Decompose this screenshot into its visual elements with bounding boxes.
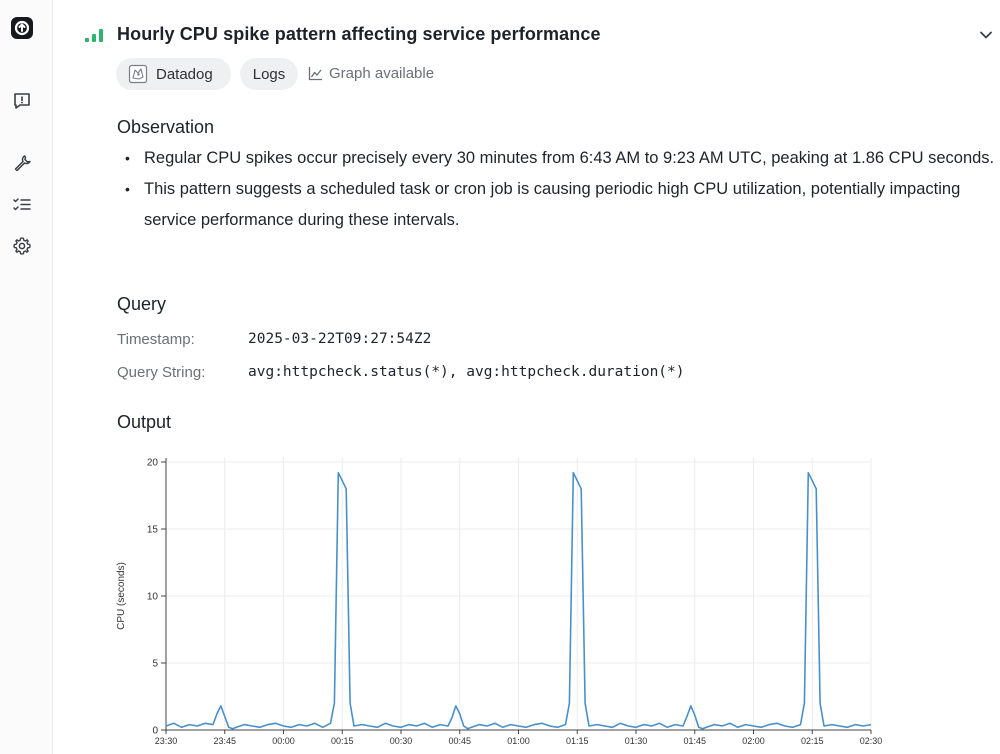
datadog-tag-label: Datadog <box>156 65 213 83</box>
datadog-tag[interactable]: Datadog <box>116 58 231 90</box>
y-axis-label: CPU (seconds) <box>116 562 127 630</box>
y-tick-label: 0 <box>152 726 158 737</box>
query-heading: Query <box>117 294 167 314</box>
logs-tag[interactable]: Logs <box>240 58 298 90</box>
timestamp-label: Timestamp: <box>117 331 195 348</box>
x-tick-label: 02:30 <box>860 736 883 746</box>
x-tick-label: 02:00 <box>742 736 765 746</box>
x-tick-label: 01:45 <box>683 736 706 746</box>
x-tick-label: 01:15 <box>566 736 589 746</box>
x-tick-label: 00:15 <box>331 736 354 746</box>
line-chart-icon <box>308 67 322 81</box>
chat-icon[interactable] <box>10 89 34 113</box>
checklist-icon[interactable] <box>10 193 34 217</box>
cpu-series-line <box>165 471 872 730</box>
y-tick-label: 10 <box>147 592 159 603</box>
observation-heading: Observation <box>117 117 215 137</box>
sidebar <box>0 0 53 754</box>
observation-bullet: This pattern suggests a scheduled task o… <box>125 174 1000 236</box>
y-tick-label: 5 <box>152 659 158 670</box>
x-tick-label: 02:15 <box>801 736 824 746</box>
x-tick-label: 01:30 <box>625 736 648 746</box>
app-logo-icon[interactable] <box>10 16 34 40</box>
signal-strength-icon <box>85 29 103 42</box>
chevron-down-icon[interactable] <box>977 26 995 44</box>
graph-available-indicator: Graph available <box>308 65 434 82</box>
y-tick-label: 15 <box>147 525 159 536</box>
query-string-label: Query String: <box>117 364 206 381</box>
gear-icon[interactable] <box>10 234 34 258</box>
wrench-icon[interactable] <box>10 151 34 175</box>
output-heading: Output <box>117 412 172 432</box>
x-tick-label: 00:30 <box>390 736 413 746</box>
x-tick-label: 00:45 <box>448 736 471 746</box>
insight-title: Hourly CPU spike pattern affecting servi… <box>117 24 601 44</box>
observation-list: Regular CPU spikes occur precisely every… <box>125 143 1000 236</box>
x-tick-label: 23:30 <box>155 736 178 746</box>
graph-available-label: Graph available <box>329 65 435 82</box>
x-tick-label: 23:45 <box>213 736 236 746</box>
cpu-line-chart: 0 5 10 15 20 23:30 23:45 00:00 00:15 00:30 00:45 01… <box>116 458 883 747</box>
query-string-value: avg:httpcheck.status(*), avg:httpcheck.d… <box>248 364 685 380</box>
insight-card: Hourly CPU spike pattern affecting servi… <box>53 0 1000 754</box>
x-tick-label: 01:00 <box>507 736 530 746</box>
logs-tag-label: Logs <box>252 65 286 83</box>
datadog-logo-icon <box>128 64 148 84</box>
x-tick-label: 00:00 <box>272 736 295 746</box>
y-tick-label: 20 <box>147 458 159 469</box>
timestamp-value: 2025-03-22T09:27:54Z2 <box>248 331 432 347</box>
observation-bullet: Regular CPU spikes occur precisely every… <box>125 143 1000 174</box>
